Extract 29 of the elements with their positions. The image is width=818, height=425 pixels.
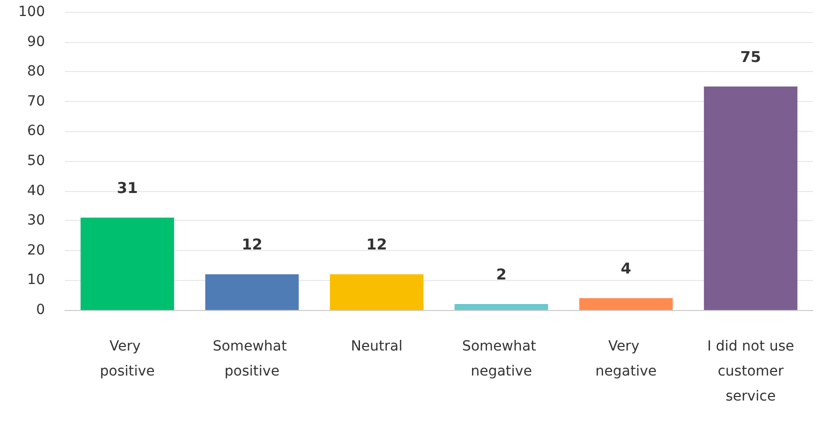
y-tick-label: 0 (36, 302, 45, 318)
data-label: 2 (496, 266, 507, 284)
data-label: 12 (366, 236, 388, 254)
x-tick-label: Very positive (100, 338, 155, 380)
y-tick-label: 80 (27, 64, 45, 80)
y-tick-label: 10 (27, 272, 45, 288)
x-tick-label: Very negative (595, 338, 657, 380)
data-label: 31 (116, 179, 138, 198)
x-tick-label: Somewhat negative (462, 338, 541, 380)
bar (579, 298, 673, 310)
data-label: 4 (620, 260, 632, 278)
y-tick-label: 20 (27, 242, 45, 258)
y-tick-label: 40 (27, 182, 45, 199)
data-label: 12 (242, 236, 262, 254)
y-tick-label: 30 (27, 212, 45, 229)
y-tick-label: 90 (27, 34, 45, 50)
bar (80, 218, 174, 310)
bar (454, 304, 548, 310)
y-tick-label: 100 (18, 4, 45, 20)
x-tick-label: I did not use customer service (707, 338, 794, 404)
y-tick-label: 70 (27, 93, 45, 110)
x-tick-label: Somewhat positive (212, 338, 292, 380)
y-tick-label: 60 (27, 123, 45, 140)
x-tick-label: Neutral (350, 338, 403, 354)
bar (205, 274, 299, 310)
bar (704, 86, 798, 310)
data-label: 75 (740, 48, 762, 66)
bar (330, 274, 424, 310)
y-tick-label: 50 (27, 153, 45, 169)
